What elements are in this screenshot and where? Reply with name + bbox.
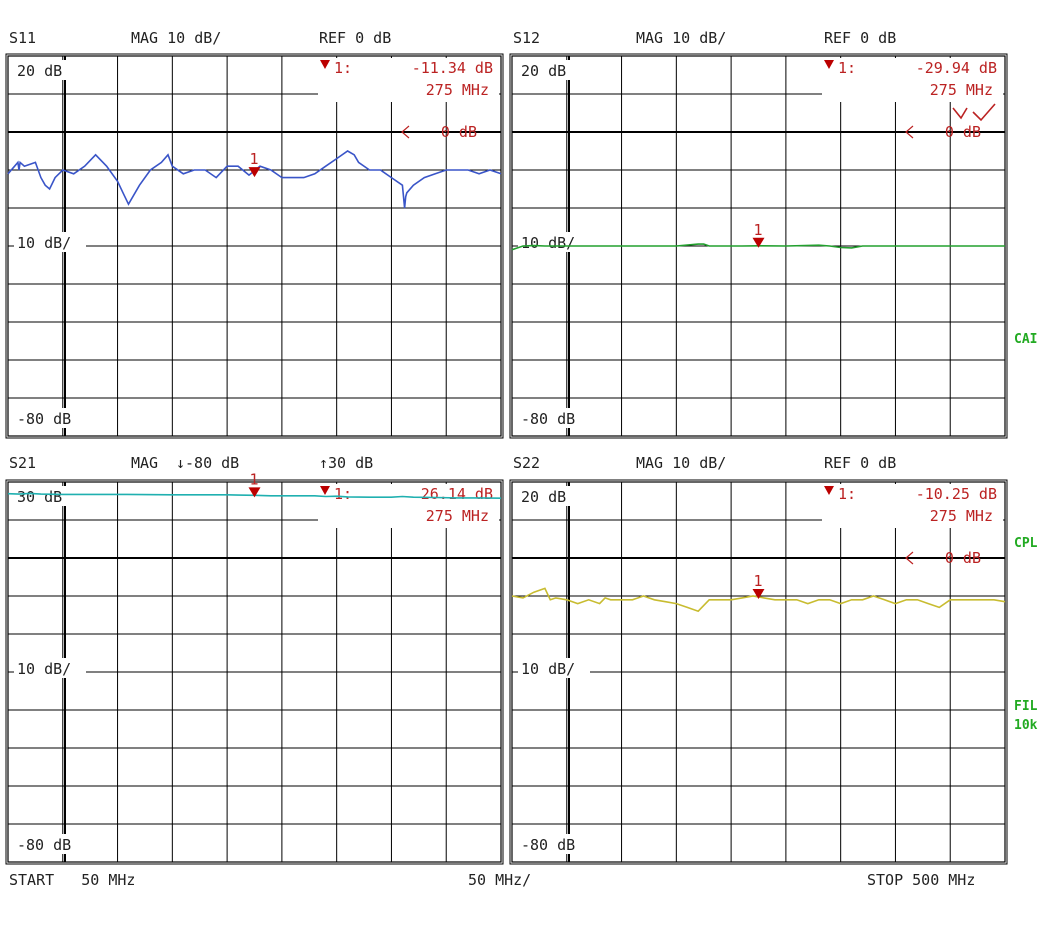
s11-marker-number-text: 1: [334, 59, 352, 77]
s12-format-label: MAG 10 dB/ [636, 29, 727, 47]
s21-marker-freq: 275 MHz [426, 507, 489, 525]
s12-bottom-label-bg [518, 408, 590, 428]
s22-marker-value: -10.25 dB [916, 485, 997, 503]
s12-trace-marker-icon [752, 237, 765, 248]
s21-trace-marker-icon [248, 487, 261, 498]
s12-marker-value: -29.94 dB [916, 59, 997, 77]
s22-marker-freq: 275 MHz [930, 507, 993, 525]
s21-top-label-bg [14, 486, 74, 506]
s12-readout-marker-icon [824, 60, 834, 69]
s21-bottom-label-bg [14, 834, 86, 854]
s22-ref-marker-icon [905, 551, 914, 565]
s12-top-label-bg [518, 60, 578, 80]
s21-format-label: MAG [131, 454, 159, 472]
s22-ref-marker-label: 0 dB [945, 549, 981, 567]
s22-bottom-label: -80 dB [521, 836, 575, 854]
side-label-fil: FIL [1014, 699, 1038, 714]
s12-trace-marker-number: 1 [754, 221, 763, 239]
s12-param-label: S12 [513, 29, 541, 47]
s11-top-label-bg [14, 60, 74, 80]
side-label-bw: 10k [1014, 718, 1038, 733]
s21-range-high-value: 30 dB [328, 454, 374, 472]
s12-top-label: 20 dB [521, 62, 566, 80]
s22-readout-marker-icon [824, 486, 834, 495]
footer-span: 50 MHz/ [468, 871, 532, 889]
s22-trace-marker-number: 1 [754, 572, 763, 590]
s11-marker-freq: 275 MHz [426, 81, 489, 99]
s22-top-label: 20 dB [521, 488, 566, 506]
s22-scale-label-bg [518, 658, 590, 678]
s12-check-icon [952, 103, 996, 122]
s22-trace-marker-icon [752, 588, 765, 599]
s11-trace-marker-icon [248, 167, 261, 178]
s11-param-label: S11 [9, 29, 37, 47]
s12-bottom-label: -80 dB [521, 410, 575, 428]
s21-bottom-label: -80 dB [17, 836, 71, 854]
s11-trace [7, 150, 502, 209]
s11-marker-readout-bg [318, 58, 499, 102]
s21-trace [7, 492, 502, 499]
down-arrow-icon: ↓ [176, 454, 186, 472]
s12-ref-label: REF 0 dB [824, 29, 897, 47]
footer-stop: STOP 500 MHz [867, 871, 976, 889]
s11-scale-label-bg [14, 232, 86, 252]
s21-marker-readout-bg [318, 484, 499, 528]
s12-trace [511, 243, 1005, 251]
side-label-cpl: CPL [1014, 536, 1038, 551]
s21-range-high-label: ↑30 dB [319, 454, 373, 472]
up-arrow-icon: ↑ [319, 454, 329, 472]
s11-scale-label: 10 dB/ [17, 234, 71, 252]
s21-marker-value: 26.14 dB [421, 485, 493, 503]
s22-frame-outer [509, 479, 1008, 865]
s22-marker-readout-bg [822, 484, 1003, 528]
s21-scale-label: 10 dB/ [17, 660, 71, 678]
s22-bottom-label-bg [518, 834, 590, 854]
s11-top-label: 20 dB [17, 62, 62, 80]
s22-param-label: S22 [513, 454, 541, 472]
s11-ref-marker-label: 0 dB [441, 123, 477, 141]
s12-ref-marker-label: 0 dB [945, 123, 981, 141]
footer-start: START 50 MHz [9, 871, 136, 889]
s21-frame-outer [5, 479, 504, 865]
s22-scale-label: 10 dB/ [521, 660, 575, 678]
side-label-cal: CAI [1014, 332, 1038, 347]
s11-marker-value: -11.34 dB [412, 59, 493, 77]
s11-frame-outer [5, 53, 504, 439]
s21-range-low-label: ↓-80 dB [176, 454, 239, 472]
s21-scale-label-bg [14, 658, 86, 678]
s11-bottom-label-bg [14, 408, 86, 428]
s21-top-label: 30 dB [17, 488, 62, 506]
s21-readout-marker-icon [320, 486, 330, 495]
s11-ref-marker-icon [401, 125, 410, 139]
s21-trace-marker-number: 1 [250, 470, 259, 488]
s21-param-label: S21 [9, 454, 37, 472]
s11-format-label: MAG 10 dB/ [131, 29, 222, 47]
s22-trace [511, 587, 1006, 613]
s22-top-label-bg [518, 486, 578, 506]
s22-marker-number-text: 1: [838, 485, 856, 503]
s12-marker-freq: 275 MHz [930, 81, 993, 99]
s12-marker-number-text: 1: [838, 59, 856, 77]
s12-scale-label: 10 dB/ [521, 234, 575, 252]
s21-range-low-value: -80 dB [185, 454, 240, 472]
s12-scale-label-bg [518, 232, 590, 252]
s22-format-label: MAG 10 dB/ [636, 454, 727, 472]
s11-trace-marker-number: 1 [250, 150, 259, 168]
s11-readout-marker-icon [320, 60, 330, 69]
s22-ref-label: REF 0 dB [824, 454, 897, 472]
s11-bottom-label: -80 dB [17, 410, 71, 428]
s12-frame-outer [509, 53, 1008, 439]
s21-marker-number-text: 1: [334, 485, 352, 503]
s11-ref-label: REF 0 dB [319, 29, 392, 47]
s12-ref-marker-icon [905, 125, 914, 139]
s12-marker-readout-bg [822, 58, 1003, 102]
